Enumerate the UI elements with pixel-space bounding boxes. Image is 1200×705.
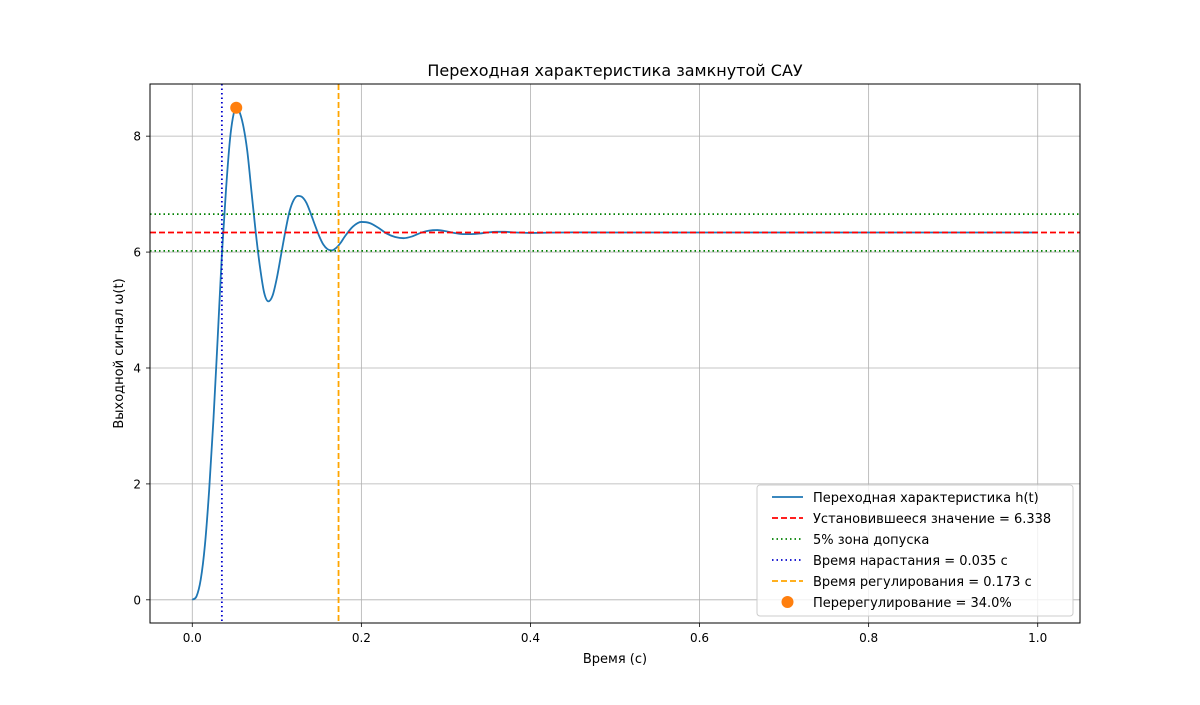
x-tick-label: 0.4 [521,631,540,645]
y-tick-label: 4 [133,361,141,375]
legend-label-steady-state: Установившееся значение = 6.338 [813,512,1051,527]
x-tick-label: 0.6 [690,631,709,645]
plot-frame [149,83,1081,624]
legend-label-response: Переходная характеристика h(t) [813,491,1039,506]
x-tick-label: 0.8 [859,631,878,645]
x-tick-label: 0.0 [183,631,202,645]
overshoot-point [230,101,243,114]
x-axis-label: Время (с) [583,652,647,667]
y-axis-label: Выходной сигнал ω(t) [112,278,127,428]
chart-title: Переходная характеристика замкнутой САУ [427,61,803,80]
legend-label-rise-time: Время нарастания = 0.035 с [813,554,1008,569]
legend-box [756,484,1074,617]
x-tick-label: 1.0 [1028,631,1047,645]
axis-ticks: 0.0 0.2 0.4 0.6 0.8 1.0 0 2 4 6 8 [133,130,1047,645]
legend-label-overshoot: Перерегулирование = 34.0% [813,596,1012,611]
y-tick-label: 0 [133,593,141,607]
y-tick-label: 2 [133,477,141,491]
y-tick-label: 8 [133,130,141,144]
legend: Переходная характеристика h(t) Установив… [756,484,1074,617]
legend-label-tolerance-band: 5% зона допуска [813,533,929,548]
legend-marker-overshoot [781,596,794,608]
plot-series [150,84,1080,623]
y-tick-label: 6 [133,246,141,260]
legend-label-settling-time: Время регулирования = 0.173 с [813,575,1032,590]
x-tick-label: 0.2 [352,631,371,645]
